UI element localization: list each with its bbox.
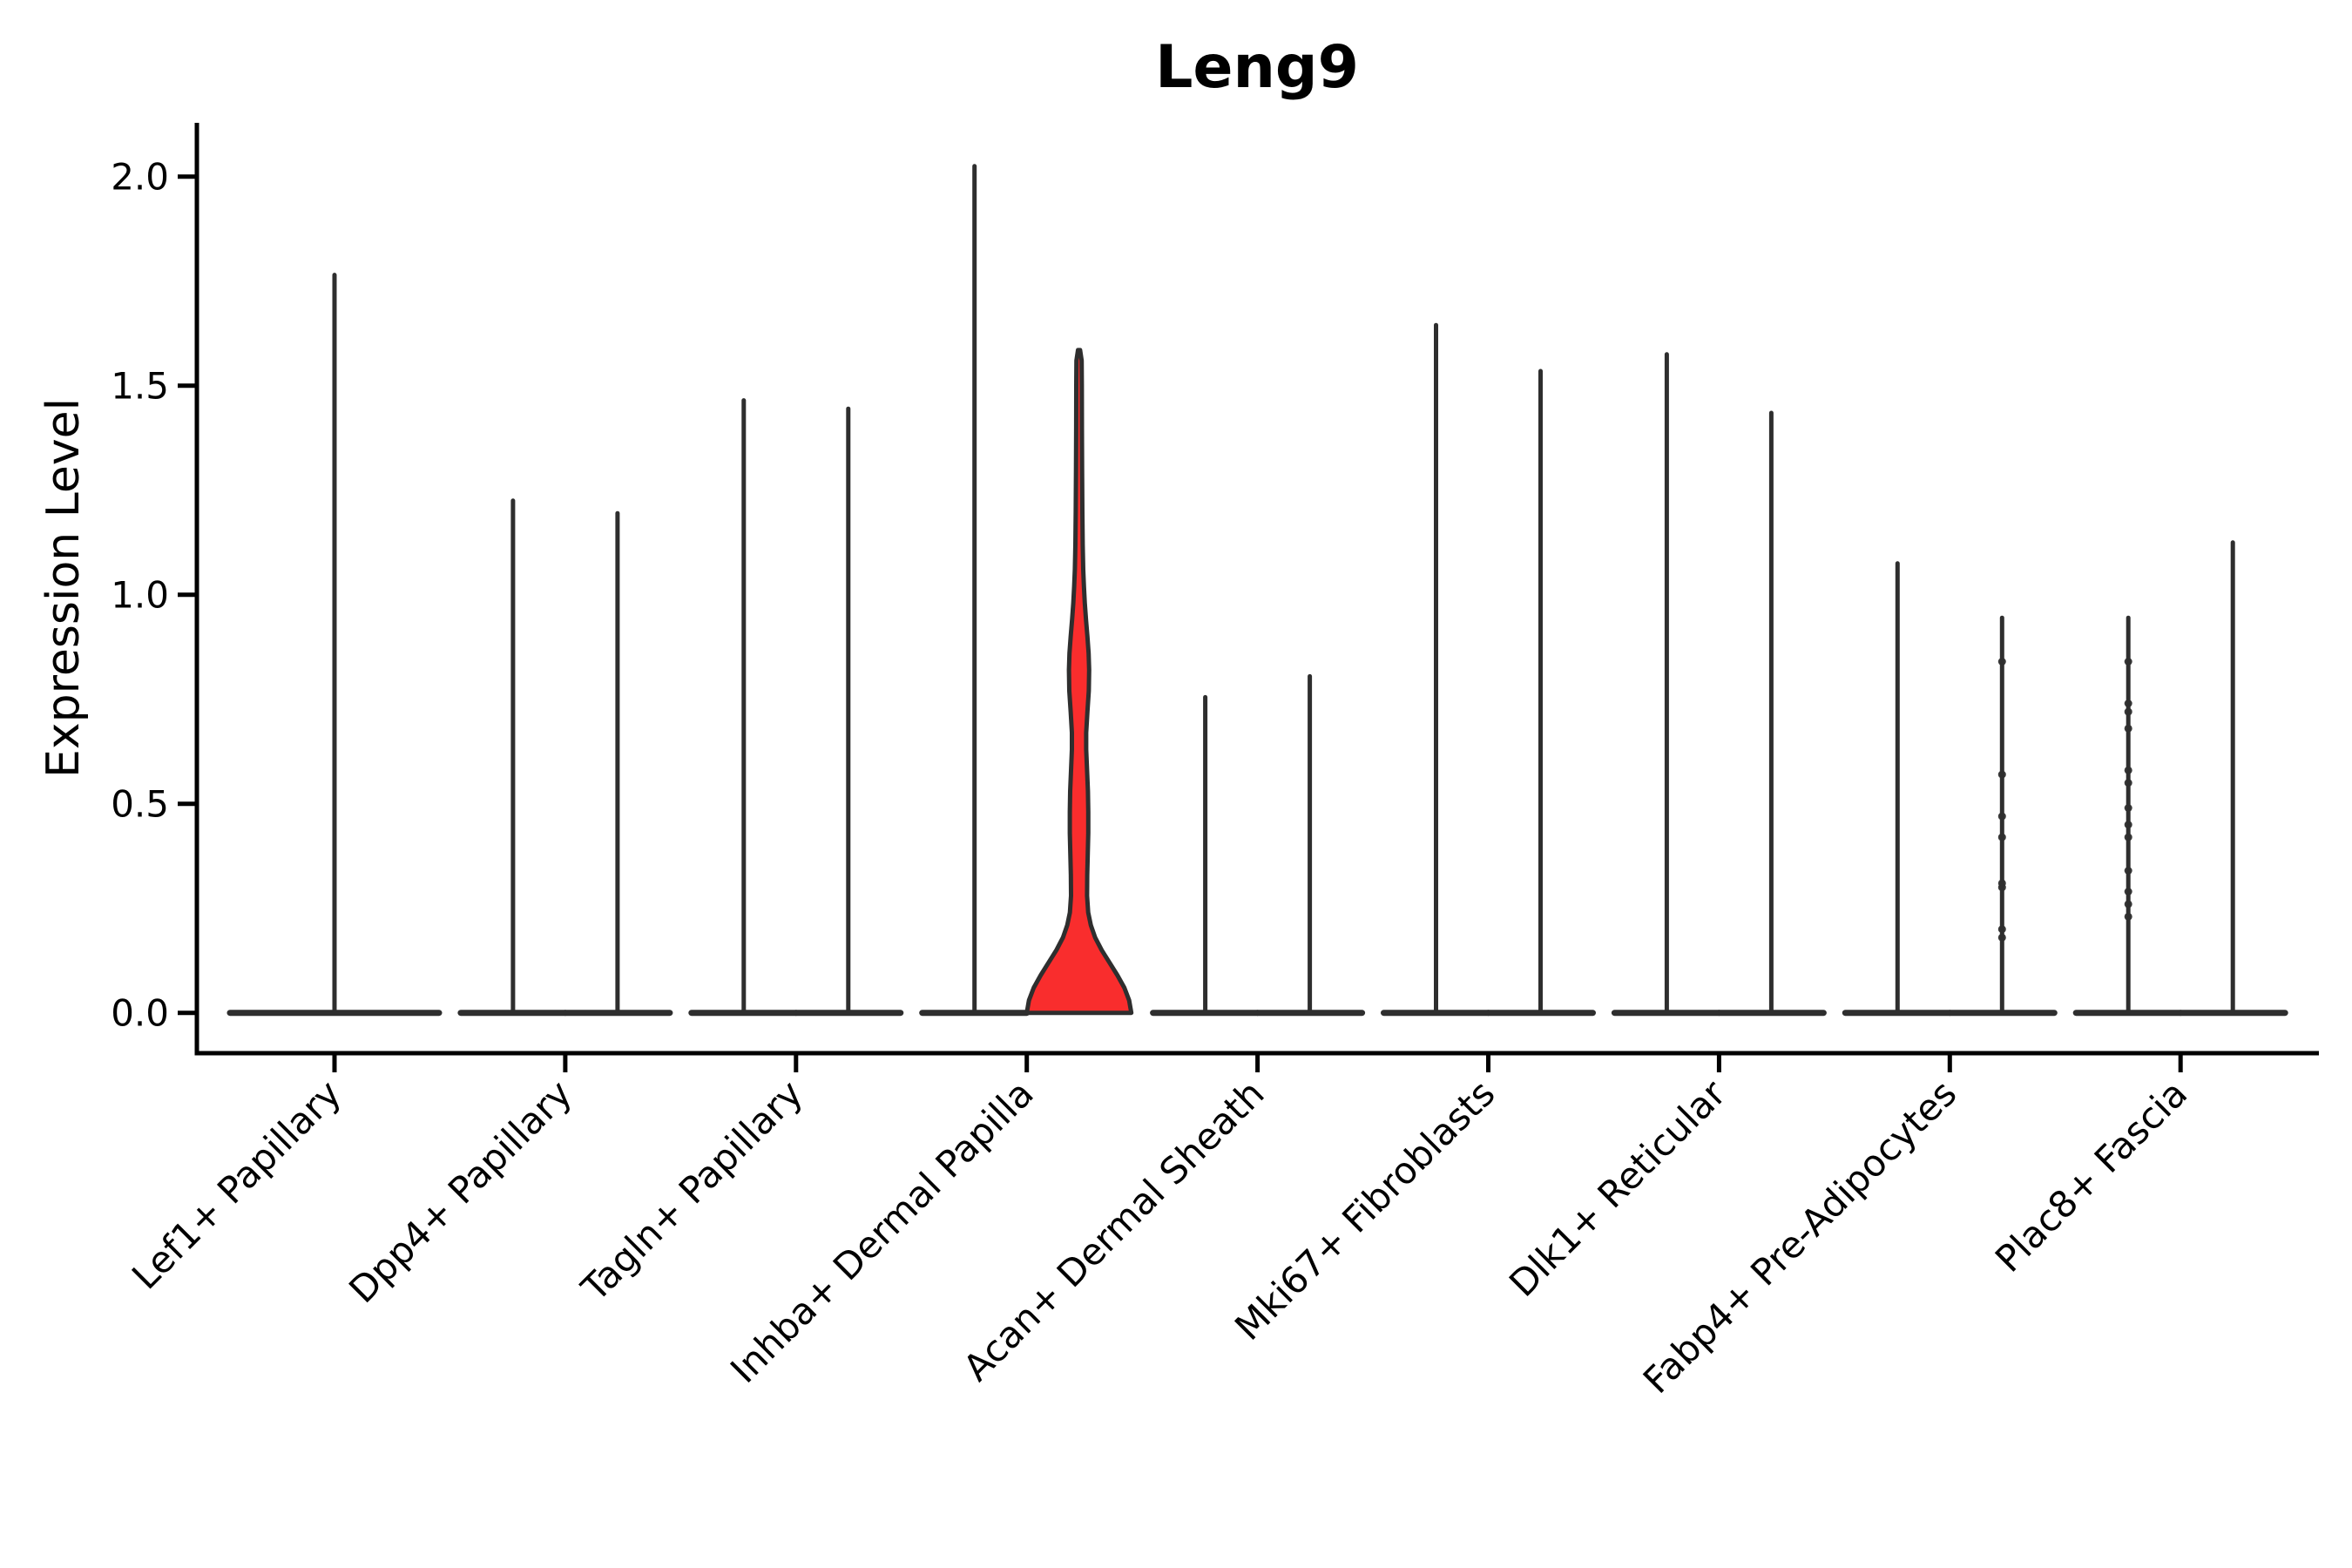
y-tick-label: 2.0 xyxy=(111,156,169,199)
jitter-point xyxy=(2124,888,2132,896)
axes-layer xyxy=(178,123,2319,1072)
jitter-point xyxy=(2124,724,2132,733)
jitter-point xyxy=(2124,900,2132,909)
x-tick-label: Plac8+ Fascia xyxy=(1987,1071,2195,1280)
jitter-point xyxy=(1997,658,2006,666)
jitter-point xyxy=(2124,658,2132,666)
jitter-point xyxy=(2124,833,2132,841)
jitter-point xyxy=(2124,779,2132,787)
jitter-point xyxy=(2124,804,2132,812)
jitter-point xyxy=(1997,925,2006,934)
x-tick-label: Lef1+ Papillary xyxy=(124,1071,349,1297)
x-tick-label: Dlk1+ Reticular xyxy=(1501,1071,1734,1305)
jitter-point xyxy=(2124,867,2132,875)
jitter-point xyxy=(1997,812,2006,821)
jitter-point xyxy=(2124,700,2132,707)
jitter-point xyxy=(2124,707,2132,716)
jitter-point xyxy=(2124,821,2132,829)
chart-title: Leng9 xyxy=(1155,33,1359,102)
jitter-point xyxy=(1997,770,2006,779)
x-tick-label: Dpp4+ Papillary xyxy=(341,1071,580,1311)
violins-layer xyxy=(226,164,2288,1017)
y-tick-label: 1.0 xyxy=(111,574,169,617)
x-tick-label: Mki67+ Fibroblasts xyxy=(1227,1071,1503,1348)
y-tick-labels-layer: 0.0 0.5 1.0 1.5 2.0 xyxy=(111,156,169,1035)
y-axis-label: Expression Level xyxy=(37,398,90,778)
violin-highlighted xyxy=(1024,348,1134,1016)
jitter-point xyxy=(2124,912,2132,921)
jitter-point xyxy=(1997,933,2006,942)
jitter-point xyxy=(2124,766,2132,774)
x-tick-label: Tagln+ Papillary xyxy=(572,1071,810,1309)
y-tick-label: 0.0 xyxy=(111,992,169,1035)
jitter-point xyxy=(1997,879,2006,888)
jitter-point xyxy=(1997,833,2006,841)
y-tick-label: 0.5 xyxy=(111,783,169,826)
y-tick-label: 1.5 xyxy=(111,365,169,408)
